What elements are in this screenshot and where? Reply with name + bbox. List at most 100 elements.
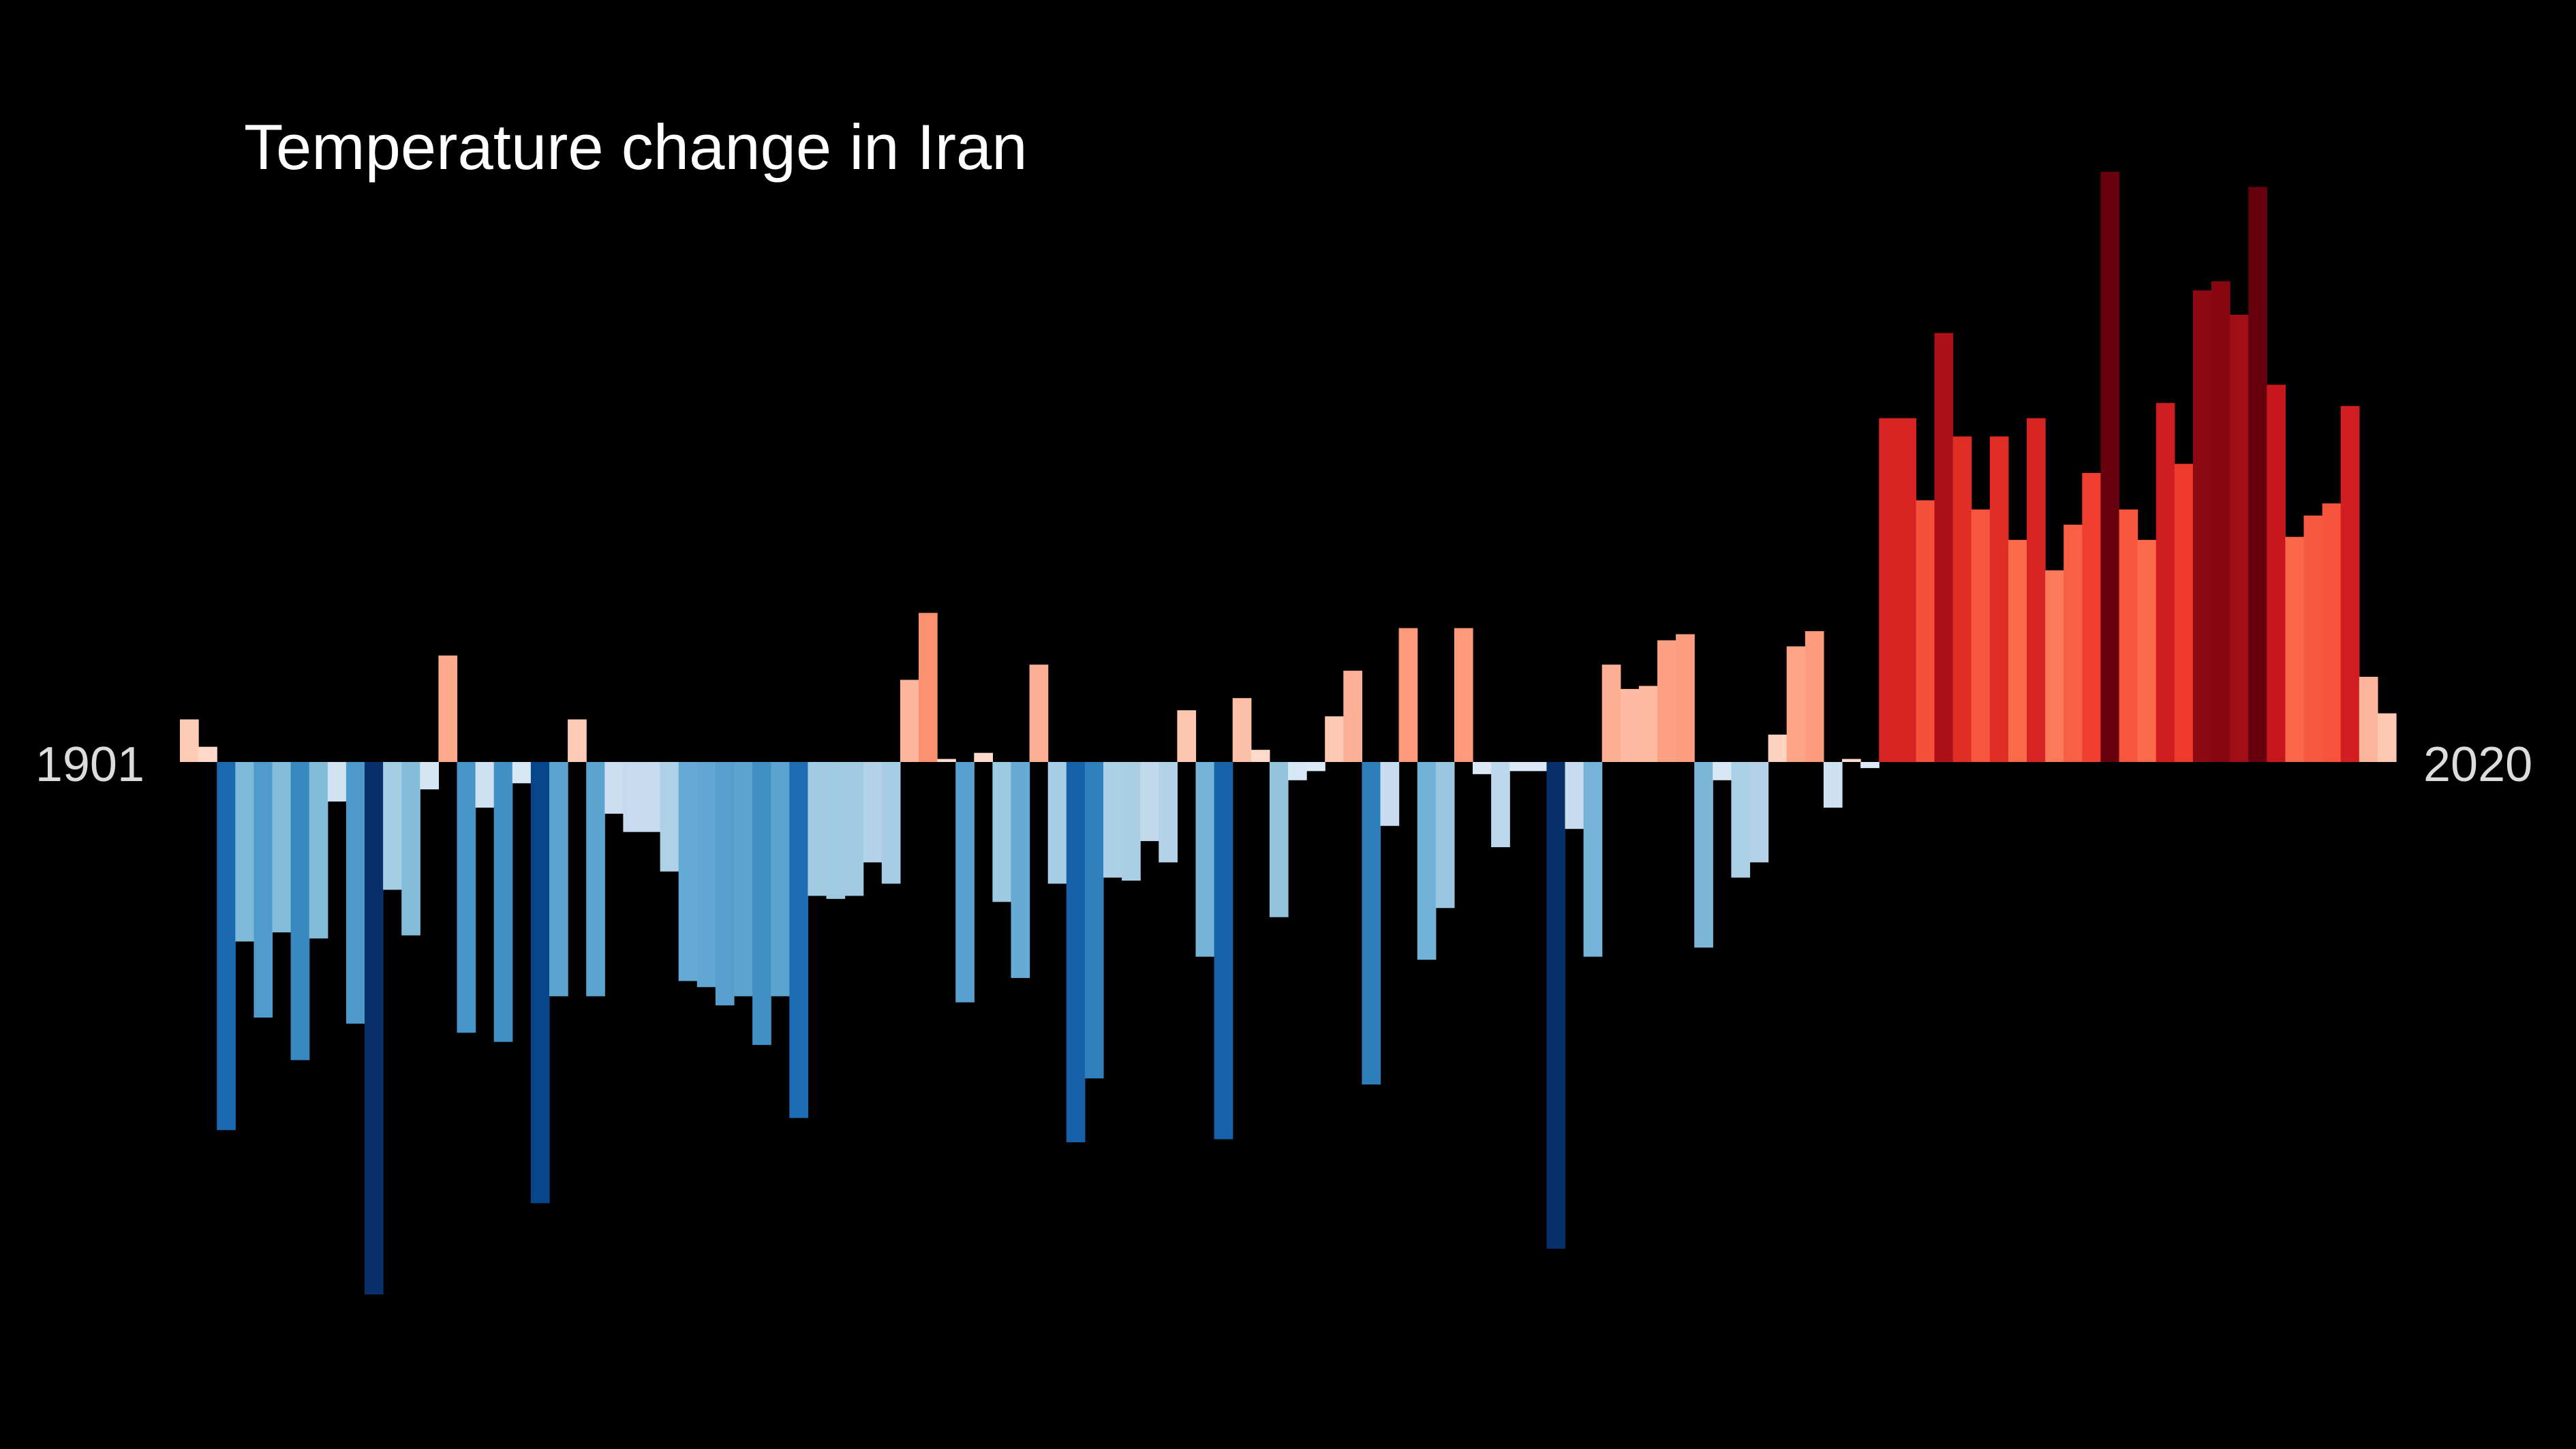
bar-1991 — [1842, 759, 1861, 762]
bars-group — [180, 171, 2397, 1295]
bar-2014 — [2267, 384, 2286, 762]
bar-1966 — [1380, 762, 1400, 826]
bar-1987 — [1768, 734, 1788, 762]
bar-1904 — [235, 762, 254, 942]
bar-1924 — [604, 762, 624, 814]
bar-1930 — [715, 762, 735, 1006]
bar-1968 — [1417, 762, 1437, 960]
bar-1964 — [1343, 671, 1362, 762]
bar-1962 — [1306, 762, 1325, 772]
bar-1977 — [1583, 762, 1603, 957]
bar-1910 — [346, 762, 365, 1024]
bar-1999 — [1989, 436, 2009, 762]
bar-1965 — [1362, 762, 1381, 1085]
bar-1954 — [1159, 762, 1178, 863]
bar-2004 — [2082, 472, 2101, 762]
bar-1919 — [512, 762, 532, 784]
bar-1903 — [217, 762, 236, 1131]
bar-1935 — [808, 762, 827, 896]
start-year-label: 1901 — [35, 737, 144, 792]
bar-2015 — [2285, 536, 2305, 762]
bar-1961 — [1288, 762, 1307, 780]
bar-1997 — [1952, 436, 1972, 762]
bar-1939 — [881, 762, 901, 884]
bar-1990 — [1823, 762, 1843, 808]
bar-1995 — [1916, 500, 1935, 762]
bar-1996 — [1934, 333, 1954, 763]
bar-1925 — [623, 762, 643, 832]
bar-1929 — [696, 762, 716, 988]
bar-1946 — [1011, 762, 1030, 978]
bar-1942 — [937, 759, 956, 762]
bar-2007 — [2137, 540, 2157, 762]
bar-2002 — [2045, 570, 2064, 762]
bar-2019 — [2359, 677, 2378, 762]
bar-1952 — [1122, 762, 1141, 881]
bar-1947 — [1029, 665, 1049, 762]
bar-1923 — [586, 762, 605, 996]
bar-1973 — [1509, 762, 1529, 772]
bar-1913 — [401, 762, 420, 936]
bar-1932 — [752, 762, 771, 1046]
bar-1927 — [660, 762, 679, 872]
bar-1901 — [180, 719, 199, 762]
bar-1922 — [568, 719, 587, 762]
bar-1940 — [900, 680, 919, 762]
bar-1994 — [1897, 418, 1916, 762]
bar-1931 — [734, 762, 753, 996]
bar-1902 — [198, 746, 217, 762]
bar-1948 — [1047, 762, 1067, 884]
bar-1971 — [1473, 762, 1492, 774]
bar-1989 — [1805, 631, 1824, 762]
bar-1963 — [1325, 716, 1344, 762]
bar-2016 — [2303, 515, 2323, 762]
bar-2011 — [2211, 281, 2230, 762]
bar-1928 — [678, 762, 698, 981]
bar-1967 — [1398, 628, 1418, 762]
bar-1933 — [771, 762, 790, 996]
bar-1974 — [1528, 762, 1547, 772]
bar-1950 — [1084, 762, 1104, 1079]
bar-1984 — [1713, 762, 1732, 780]
bar-2000 — [2008, 540, 2027, 762]
bar-1986 — [1749, 762, 1769, 863]
bar-1993 — [1879, 418, 1898, 762]
bar-2009 — [2174, 463, 2194, 762]
bar-1985 — [1731, 762, 1751, 878]
bar-1960 — [1269, 762, 1289, 917]
bar-2018 — [2340, 406, 2360, 762]
bar-1975 — [1546, 762, 1566, 1249]
bar-1959 — [1251, 750, 1270, 762]
bar-2003 — [2064, 524, 2083, 762]
bar-1951 — [1103, 762, 1122, 878]
bar-1911 — [365, 762, 384, 1295]
bar-1912 — [383, 762, 402, 890]
bar-1906 — [272, 762, 292, 932]
bar-2006 — [2119, 509, 2138, 762]
chart-title: Temperature change in Iran — [244, 111, 1028, 183]
bar-1949 — [1066, 762, 1086, 1142]
bar-1955 — [1177, 710, 1197, 762]
bar-1970 — [1454, 628, 1473, 762]
bar-1957 — [1214, 762, 1233, 1140]
bar-2010 — [2192, 290, 2212, 763]
bar-1908 — [309, 762, 328, 939]
bar-2008 — [2156, 403, 2175, 762]
bar-1998 — [1971, 509, 1991, 762]
bar-1916 — [457, 762, 476, 1033]
bar-2020 — [2377, 713, 2397, 762]
bar-1909 — [327, 762, 347, 802]
bar-1976 — [1565, 762, 1584, 829]
bar-1980 — [1638, 686, 1658, 762]
bar-1921 — [549, 762, 568, 996]
bar-1905 — [254, 762, 273, 1018]
bar-1917 — [475, 762, 495, 808]
bar-1914 — [420, 762, 439, 790]
bar-1988 — [1786, 646, 1806, 762]
bar-1907 — [290, 762, 310, 1061]
bar-1936 — [826, 762, 846, 899]
bar-2001 — [2027, 418, 2046, 762]
bar-1978 — [1601, 665, 1621, 762]
bar-1953 — [1140, 762, 1159, 842]
